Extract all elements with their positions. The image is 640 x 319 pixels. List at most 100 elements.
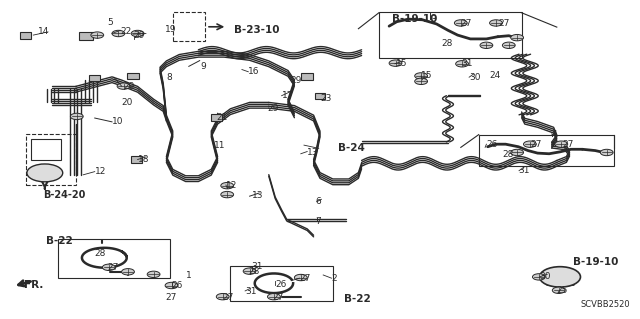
Text: 6: 6 xyxy=(316,197,321,206)
Text: 28: 28 xyxy=(248,267,260,276)
Bar xyxy=(127,73,139,79)
Text: 13: 13 xyxy=(252,191,263,200)
Text: FR.: FR. xyxy=(24,279,44,290)
Circle shape xyxy=(555,141,568,147)
Circle shape xyxy=(480,42,493,48)
Text: 15: 15 xyxy=(396,59,407,68)
Text: 26: 26 xyxy=(275,280,287,289)
Text: B-22: B-22 xyxy=(344,294,371,304)
Circle shape xyxy=(456,61,468,67)
Text: B-24-20: B-24-20 xyxy=(44,189,86,200)
Text: 28: 28 xyxy=(502,150,514,159)
Circle shape xyxy=(268,293,280,300)
Text: 13: 13 xyxy=(307,148,319,157)
Text: B-23-10: B-23-10 xyxy=(234,25,279,35)
Bar xyxy=(20,32,31,39)
Bar xyxy=(230,266,333,301)
Text: 10: 10 xyxy=(112,117,124,126)
Text: 31: 31 xyxy=(518,166,530,175)
Text: B-19-10: B-19-10 xyxy=(392,13,438,24)
Text: 27: 27 xyxy=(272,293,284,302)
Text: 24: 24 xyxy=(490,71,501,80)
Text: 23: 23 xyxy=(320,94,332,103)
Circle shape xyxy=(454,20,467,26)
Text: 3: 3 xyxy=(430,15,436,24)
Circle shape xyxy=(511,34,524,41)
Circle shape xyxy=(532,274,545,280)
Circle shape xyxy=(102,264,115,271)
Text: 9: 9 xyxy=(200,62,206,71)
Circle shape xyxy=(131,30,144,37)
Text: 12: 12 xyxy=(226,181,237,189)
Text: 11: 11 xyxy=(214,141,226,150)
Text: 27: 27 xyxy=(461,19,472,28)
Text: 31: 31 xyxy=(461,59,472,68)
Text: 30: 30 xyxy=(540,272,551,281)
Circle shape xyxy=(91,32,104,38)
Bar xyxy=(31,139,61,160)
Bar xyxy=(379,12,522,58)
Text: 5: 5 xyxy=(107,19,113,27)
Text: 26: 26 xyxy=(172,281,183,290)
Text: B-19-10: B-19-10 xyxy=(573,256,618,267)
Circle shape xyxy=(294,274,307,281)
Bar xyxy=(26,134,76,185)
Text: 29: 29 xyxy=(133,31,145,40)
Circle shape xyxy=(415,78,428,85)
Text: 27: 27 xyxy=(562,140,573,149)
Text: 4: 4 xyxy=(552,130,557,139)
Text: 2: 2 xyxy=(332,274,337,283)
Text: 15: 15 xyxy=(421,71,433,80)
Circle shape xyxy=(552,287,565,293)
Bar xyxy=(89,75,100,81)
Text: 29: 29 xyxy=(124,82,135,91)
Text: 28: 28 xyxy=(95,249,106,258)
Text: 12: 12 xyxy=(95,167,106,176)
Circle shape xyxy=(165,282,178,289)
Bar xyxy=(58,239,170,278)
Text: 27: 27 xyxy=(530,140,541,149)
Text: 25: 25 xyxy=(557,286,568,295)
Text: 28: 28 xyxy=(442,39,453,48)
Bar xyxy=(131,156,142,163)
Text: 27: 27 xyxy=(498,19,509,28)
Text: 27: 27 xyxy=(300,274,311,283)
Circle shape xyxy=(122,269,134,275)
Text: 27: 27 xyxy=(108,263,119,272)
Text: 21: 21 xyxy=(216,113,228,122)
Bar xyxy=(301,73,313,80)
Text: 20: 20 xyxy=(122,98,133,107)
Circle shape xyxy=(27,164,63,182)
Circle shape xyxy=(216,293,229,300)
Text: 19: 19 xyxy=(165,25,177,34)
Circle shape xyxy=(490,20,502,26)
Circle shape xyxy=(221,191,234,198)
Circle shape xyxy=(600,149,613,156)
Text: 16: 16 xyxy=(248,67,260,76)
Circle shape xyxy=(415,73,428,79)
Text: 8: 8 xyxy=(166,73,172,82)
Text: 14: 14 xyxy=(38,27,50,36)
Bar xyxy=(479,135,614,166)
Circle shape xyxy=(147,271,160,278)
Bar xyxy=(173,12,205,41)
Text: 29: 29 xyxy=(268,104,279,113)
Text: B-22: B-22 xyxy=(46,236,73,246)
Bar xyxy=(79,32,93,40)
Circle shape xyxy=(502,42,515,48)
Text: B-24: B-24 xyxy=(338,143,365,153)
Circle shape xyxy=(511,149,524,156)
Text: 7: 7 xyxy=(316,217,321,226)
Circle shape xyxy=(524,141,536,147)
Text: 18: 18 xyxy=(138,155,149,164)
Text: 22: 22 xyxy=(120,27,132,36)
Circle shape xyxy=(243,268,256,274)
Circle shape xyxy=(389,60,402,66)
Text: 1: 1 xyxy=(186,271,191,280)
Text: 27: 27 xyxy=(223,293,234,302)
Text: 30: 30 xyxy=(469,73,481,82)
Circle shape xyxy=(70,113,83,120)
Text: 26: 26 xyxy=(486,140,498,149)
Text: SCVBB2520: SCVBB2520 xyxy=(580,300,630,309)
Circle shape xyxy=(112,30,125,37)
